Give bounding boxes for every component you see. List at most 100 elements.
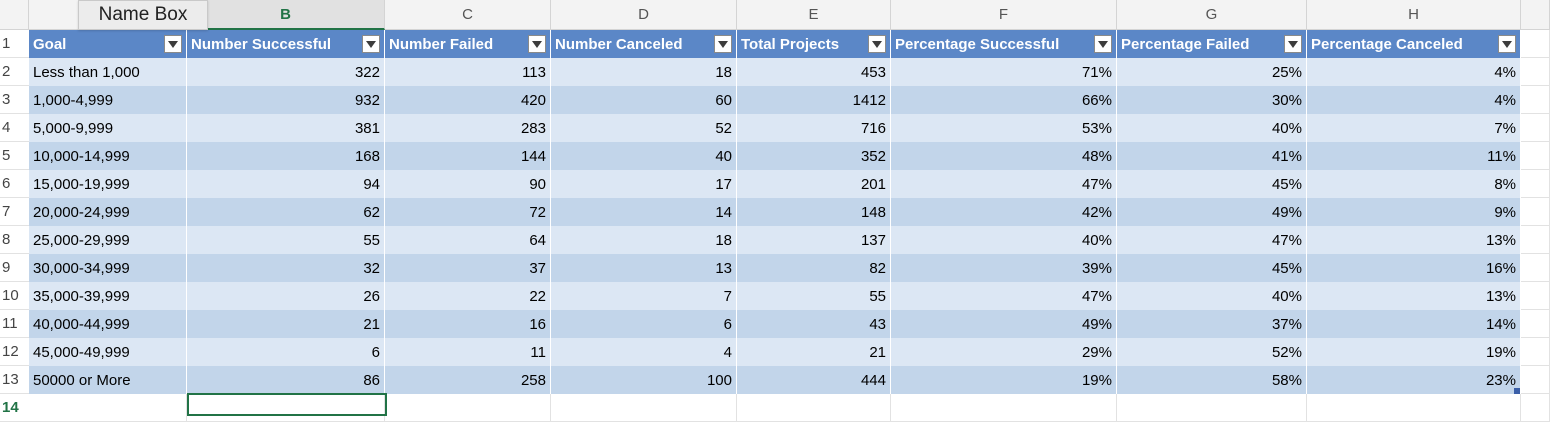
table-cell[interactable]: 1,000-4,999 bbox=[29, 86, 187, 114]
row-header-5[interactable]: 5 bbox=[0, 142, 29, 170]
table-cell[interactable]: 453 bbox=[737, 58, 891, 86]
table-cell[interactable]: 8% bbox=[1307, 170, 1521, 198]
table-cell[interactable]: 82 bbox=[737, 254, 891, 282]
table-cell[interactable]: 18 bbox=[551, 58, 737, 86]
empty-cell[interactable] bbox=[737, 394, 891, 422]
table-cell[interactable]: 45% bbox=[1117, 170, 1307, 198]
table-cell[interactable]: 19% bbox=[891, 366, 1117, 394]
table-cell[interactable]: 66% bbox=[891, 86, 1117, 114]
empty-cell[interactable] bbox=[1521, 30, 1550, 58]
table-cell[interactable]: 64 bbox=[385, 226, 551, 254]
table-cell[interactable]: 148 bbox=[737, 198, 891, 226]
table-cell[interactable]: 283 bbox=[385, 114, 551, 142]
table-cell[interactable]: 58% bbox=[1117, 366, 1307, 394]
table-cell[interactable]: 52% bbox=[1117, 338, 1307, 366]
table-cell[interactable]: 352 bbox=[737, 142, 891, 170]
table-cell[interactable]: 45,000-49,999 bbox=[29, 338, 187, 366]
table-header-cell[interactable]: Total Projects bbox=[737, 30, 891, 58]
column-header-d[interactable]: D bbox=[551, 0, 737, 30]
table-cell[interactable]: 144 bbox=[385, 142, 551, 170]
row-header-8[interactable]: 8 bbox=[0, 226, 29, 254]
table-cell[interactable]: 40% bbox=[891, 226, 1117, 254]
table-cell[interactable]: 71% bbox=[891, 58, 1117, 86]
table-cell[interactable]: 11 bbox=[385, 338, 551, 366]
table-cell[interactable]: 6 bbox=[187, 338, 385, 366]
table-cell[interactable]: 55 bbox=[187, 226, 385, 254]
table-cell[interactable]: 13 bbox=[551, 254, 737, 282]
table-cell[interactable]: 49% bbox=[891, 310, 1117, 338]
empty-cell[interactable] bbox=[1117, 394, 1307, 422]
table-cell[interactable]: 4% bbox=[1307, 86, 1521, 114]
table-cell[interactable]: 381 bbox=[187, 114, 385, 142]
empty-cell[interactable] bbox=[1521, 86, 1550, 114]
filter-dropdown-icon[interactable] bbox=[714, 35, 732, 53]
table-cell[interactable]: 7% bbox=[1307, 114, 1521, 142]
empty-cell[interactable] bbox=[1521, 226, 1550, 254]
filter-dropdown-icon[interactable] bbox=[1498, 35, 1516, 53]
row-header-14[interactable]: 14 bbox=[0, 394, 29, 422]
table-cell[interactable]: 113 bbox=[385, 58, 551, 86]
table-cell[interactable]: 55 bbox=[737, 282, 891, 310]
empty-cell[interactable] bbox=[1521, 198, 1550, 226]
table-cell[interactable]: 4 bbox=[551, 338, 737, 366]
table-cell[interactable]: 37 bbox=[385, 254, 551, 282]
table-cell[interactable]: 30,000-34,999 bbox=[29, 254, 187, 282]
table-cell[interactable]: 258 bbox=[385, 366, 551, 394]
table-header-cell[interactable]: Percentage Successful bbox=[891, 30, 1117, 58]
row-header-2[interactable]: 2 bbox=[0, 58, 29, 86]
table-cell[interactable]: 29% bbox=[891, 338, 1117, 366]
table-cell[interactable]: 322 bbox=[187, 58, 385, 86]
row-header-11[interactable]: 11 bbox=[0, 310, 29, 338]
table-cell[interactable]: 20,000-24,999 bbox=[29, 198, 187, 226]
table-header-cell[interactable]: Percentage Canceled bbox=[1307, 30, 1521, 58]
empty-cell[interactable] bbox=[1521, 366, 1550, 394]
select-all-corner[interactable] bbox=[0, 0, 29, 30]
filter-dropdown-icon[interactable] bbox=[868, 35, 886, 53]
table-cell[interactable]: 40% bbox=[1117, 282, 1307, 310]
table-cell[interactable]: 22 bbox=[385, 282, 551, 310]
filter-dropdown-icon[interactable] bbox=[362, 35, 380, 53]
empty-cell[interactable] bbox=[891, 394, 1117, 422]
empty-cell[interactable] bbox=[1521, 58, 1550, 86]
table-cell[interactable]: 18 bbox=[551, 226, 737, 254]
table-cell[interactable]: 14 bbox=[551, 198, 737, 226]
table-cell[interactable]: 15,000-19,999 bbox=[29, 170, 187, 198]
table-cell[interactable]: 4% bbox=[1307, 58, 1521, 86]
table-cell[interactable]: 47% bbox=[891, 282, 1117, 310]
table-cell[interactable]: 47% bbox=[1117, 226, 1307, 254]
table-cell[interactable]: 444 bbox=[737, 366, 891, 394]
empty-cell[interactable] bbox=[1307, 394, 1521, 422]
table-cell[interactable]: 25,000-29,999 bbox=[29, 226, 187, 254]
table-cell[interactable]: 30% bbox=[1117, 86, 1307, 114]
table-cell[interactable]: 21 bbox=[737, 338, 891, 366]
table-cell[interactable]: 45% bbox=[1117, 254, 1307, 282]
table-cell[interactable]: 40% bbox=[1117, 114, 1307, 142]
table-cell[interactable]: 137 bbox=[737, 226, 891, 254]
table-cell[interactable]: 19% bbox=[1307, 338, 1521, 366]
table-cell[interactable]: 16% bbox=[1307, 254, 1521, 282]
row-header-12[interactable]: 12 bbox=[0, 338, 29, 366]
table-resize-handle[interactable] bbox=[1514, 388, 1520, 394]
table-cell[interactable]: 100 bbox=[551, 366, 737, 394]
table-cell[interactable]: 47% bbox=[891, 170, 1117, 198]
table-cell[interactable]: 35,000-39,999 bbox=[29, 282, 187, 310]
table-cell[interactable]: 26 bbox=[187, 282, 385, 310]
table-cell[interactable]: 13% bbox=[1307, 226, 1521, 254]
table-cell[interactable]: 62 bbox=[187, 198, 385, 226]
column-header-i[interactable] bbox=[1521, 0, 1550, 30]
table-cell[interactable]: 6 bbox=[551, 310, 737, 338]
table-cell[interactable]: 94 bbox=[187, 170, 385, 198]
column-header-c[interactable]: C bbox=[385, 0, 551, 30]
table-cell[interactable]: 42% bbox=[891, 198, 1117, 226]
table-cell[interactable]: 5,000-9,999 bbox=[29, 114, 187, 142]
empty-cell[interactable] bbox=[1521, 114, 1550, 142]
empty-cell[interactable] bbox=[1521, 338, 1550, 366]
table-cell[interactable]: 201 bbox=[737, 170, 891, 198]
table-cell[interactable]: 48% bbox=[891, 142, 1117, 170]
table-cell[interactable]: 9% bbox=[1307, 198, 1521, 226]
table-cell[interactable]: 43 bbox=[737, 310, 891, 338]
table-header-cell[interactable]: Number Canceled bbox=[551, 30, 737, 58]
empty-cell[interactable] bbox=[1521, 170, 1550, 198]
column-header-g[interactable]: G bbox=[1117, 0, 1307, 30]
